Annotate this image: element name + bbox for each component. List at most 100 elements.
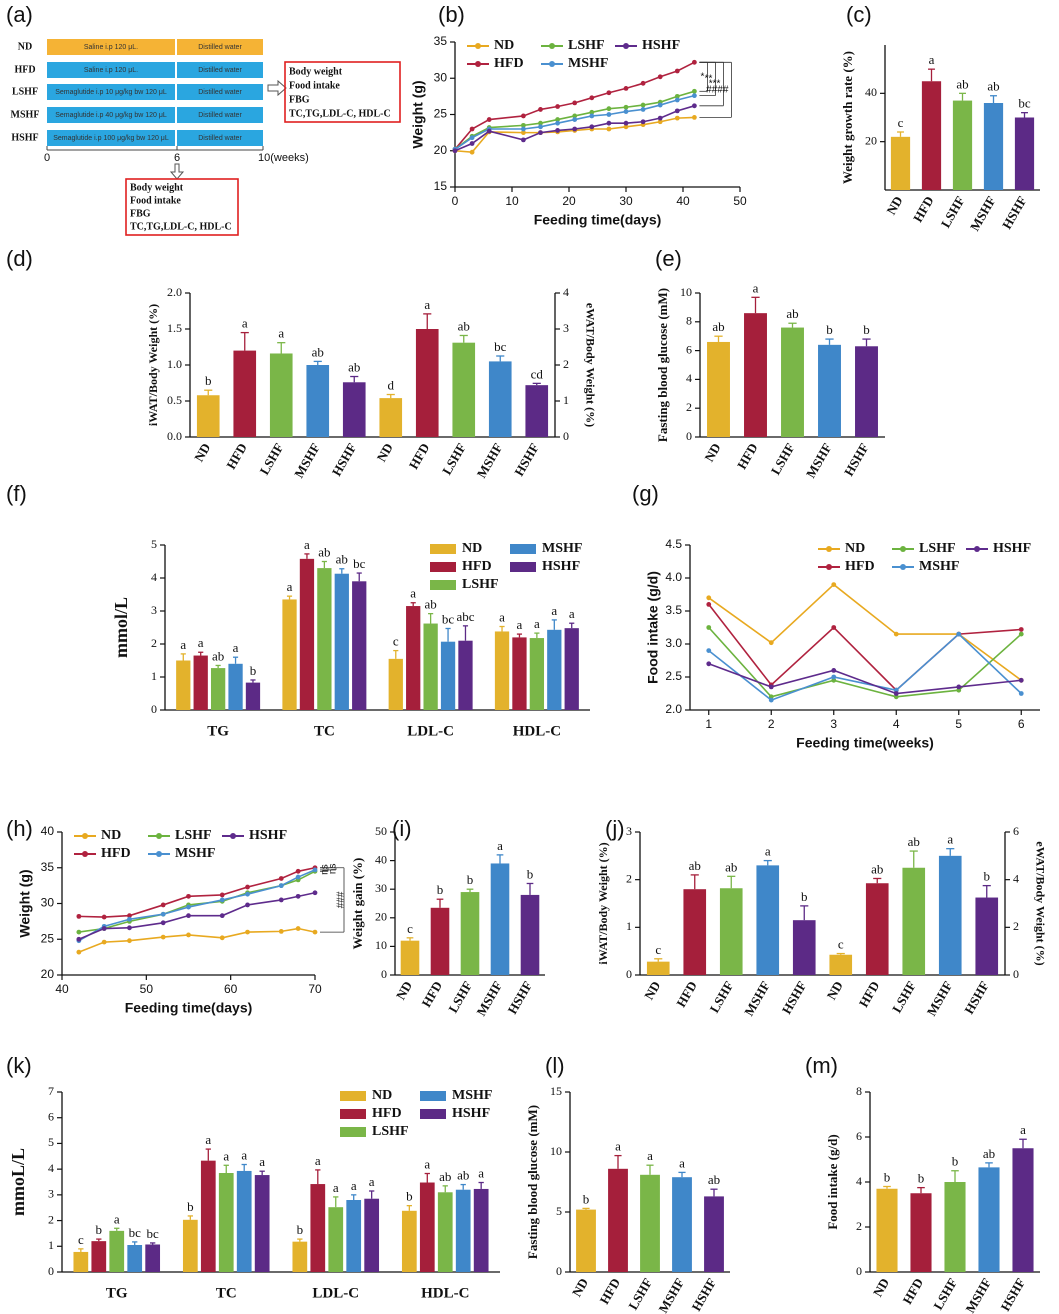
y-tick-label: 2 xyxy=(151,636,157,650)
y-tick-label: 3 xyxy=(151,603,157,617)
y-tick-label: 5 xyxy=(48,1135,54,1149)
timeline-label: 10(weeks) xyxy=(258,152,309,164)
bar xyxy=(109,1230,125,1272)
data-point xyxy=(956,687,962,693)
arrow xyxy=(267,79,287,97)
data-point xyxy=(640,107,646,112)
y-tick-label: 20 xyxy=(865,133,877,147)
legend-swatch xyxy=(900,564,906,570)
bar xyxy=(876,1188,898,1272)
legend-label: MSHF xyxy=(452,1088,492,1103)
bar xyxy=(233,350,257,437)
data-point xyxy=(674,93,680,99)
y-tick-label: 1 xyxy=(563,393,569,407)
bar xyxy=(193,655,208,710)
data-point xyxy=(831,668,837,673)
x-tick-label: 60 xyxy=(224,982,238,996)
panel-label: (i) xyxy=(392,816,412,841)
legend-label: HFD xyxy=(101,846,131,861)
data-point xyxy=(589,124,595,130)
bar xyxy=(419,1182,435,1272)
significance-letter: a xyxy=(304,537,310,552)
bar xyxy=(744,313,767,437)
bar xyxy=(299,558,315,710)
x-tick-label: 40 xyxy=(676,194,690,208)
axis-title: Feeding time(days) xyxy=(125,1000,253,1016)
data-point xyxy=(521,130,526,136)
significance-letter: b xyxy=(437,882,444,897)
bar xyxy=(145,1244,161,1272)
bar xyxy=(719,888,743,975)
y-tick-label: 40 xyxy=(41,824,55,838)
significance-letter: a xyxy=(1020,1122,1026,1137)
data-point xyxy=(555,104,560,109)
data-point xyxy=(692,88,697,94)
significance-letter: bc xyxy=(1018,96,1031,111)
significance-letter: a xyxy=(551,603,557,618)
series-line xyxy=(454,61,695,150)
y-tick-label: 2 xyxy=(686,400,692,414)
x-tick-label: 20 xyxy=(562,194,576,208)
significance-letter: a xyxy=(410,586,416,601)
y-tick-label: 1.5 xyxy=(167,321,182,335)
scheme-row: MSHF Semaglutide i.p 40 μg/kg bw 120 μL … xyxy=(11,107,263,123)
data-point xyxy=(101,939,107,945)
legend-label: MSHF xyxy=(175,846,215,861)
y-tick-label: 8 xyxy=(856,1084,862,1098)
bar xyxy=(890,136,911,190)
bar xyxy=(317,568,332,710)
bar xyxy=(282,599,297,710)
significance-letter: ab xyxy=(725,859,737,874)
x-tick-label: 3 xyxy=(830,717,837,731)
axis-title: Weight gain (%) xyxy=(350,858,365,950)
bar xyxy=(200,1160,216,1272)
panel-label: (e) xyxy=(655,246,682,271)
y-tick-label: 0 xyxy=(556,1264,562,1278)
bar xyxy=(704,1196,724,1272)
data-point xyxy=(893,694,899,700)
data-point xyxy=(469,149,475,155)
treatment-box xyxy=(47,62,175,78)
bar xyxy=(176,660,191,710)
bar xyxy=(342,382,366,437)
data-point xyxy=(101,914,107,920)
significance-letter: c xyxy=(655,942,661,957)
significance-letter: ab xyxy=(212,648,224,663)
axis-title: Food intake (g/d) xyxy=(825,1134,840,1229)
significance-letter: a xyxy=(478,1165,484,1180)
data-point xyxy=(606,112,612,117)
data-point xyxy=(538,120,543,126)
y-tick-label: 4.5 xyxy=(665,537,682,551)
legend-label: HSHF xyxy=(642,38,680,53)
outcome-box xyxy=(125,178,239,236)
data-point xyxy=(76,929,82,935)
significance-letter: ab xyxy=(786,306,798,321)
data-point xyxy=(893,631,899,637)
data-point xyxy=(278,876,284,881)
legend-label: LSHF xyxy=(462,577,499,592)
scheme: (a) ND Saline i.p 120 μL. Distilled wate… xyxy=(6,2,401,236)
y-tick-label: 2 xyxy=(1013,919,1019,933)
bar xyxy=(792,920,816,975)
x-tick-label: 5 xyxy=(955,717,962,731)
y-tick-label: 4 xyxy=(856,1174,862,1188)
bar xyxy=(683,889,707,975)
x-tick-label: 70 xyxy=(308,982,322,996)
panel-label: (j) xyxy=(605,816,625,841)
y-tick-label: 10 xyxy=(375,938,387,952)
significance-letter: a xyxy=(765,844,771,859)
y-tick-label: 6 xyxy=(1013,824,1019,838)
data-point xyxy=(219,892,225,898)
panel-label: (d) xyxy=(6,246,33,271)
x-tick-label: LDL-C xyxy=(312,1285,359,1301)
bar xyxy=(346,1200,362,1272)
scheme-row: HFD Saline i.p 120 μL. Distilled water xyxy=(14,62,263,78)
axis-title: Weight growth rate (%) xyxy=(840,51,855,184)
significance-letter: b xyxy=(952,1154,959,1169)
bar xyxy=(921,81,942,190)
bar xyxy=(520,894,540,975)
x-tick-label: 10 xyxy=(505,194,519,208)
significance-letter: b xyxy=(884,1169,891,1184)
data-point xyxy=(706,595,712,601)
significance-letter: ab xyxy=(312,344,324,359)
